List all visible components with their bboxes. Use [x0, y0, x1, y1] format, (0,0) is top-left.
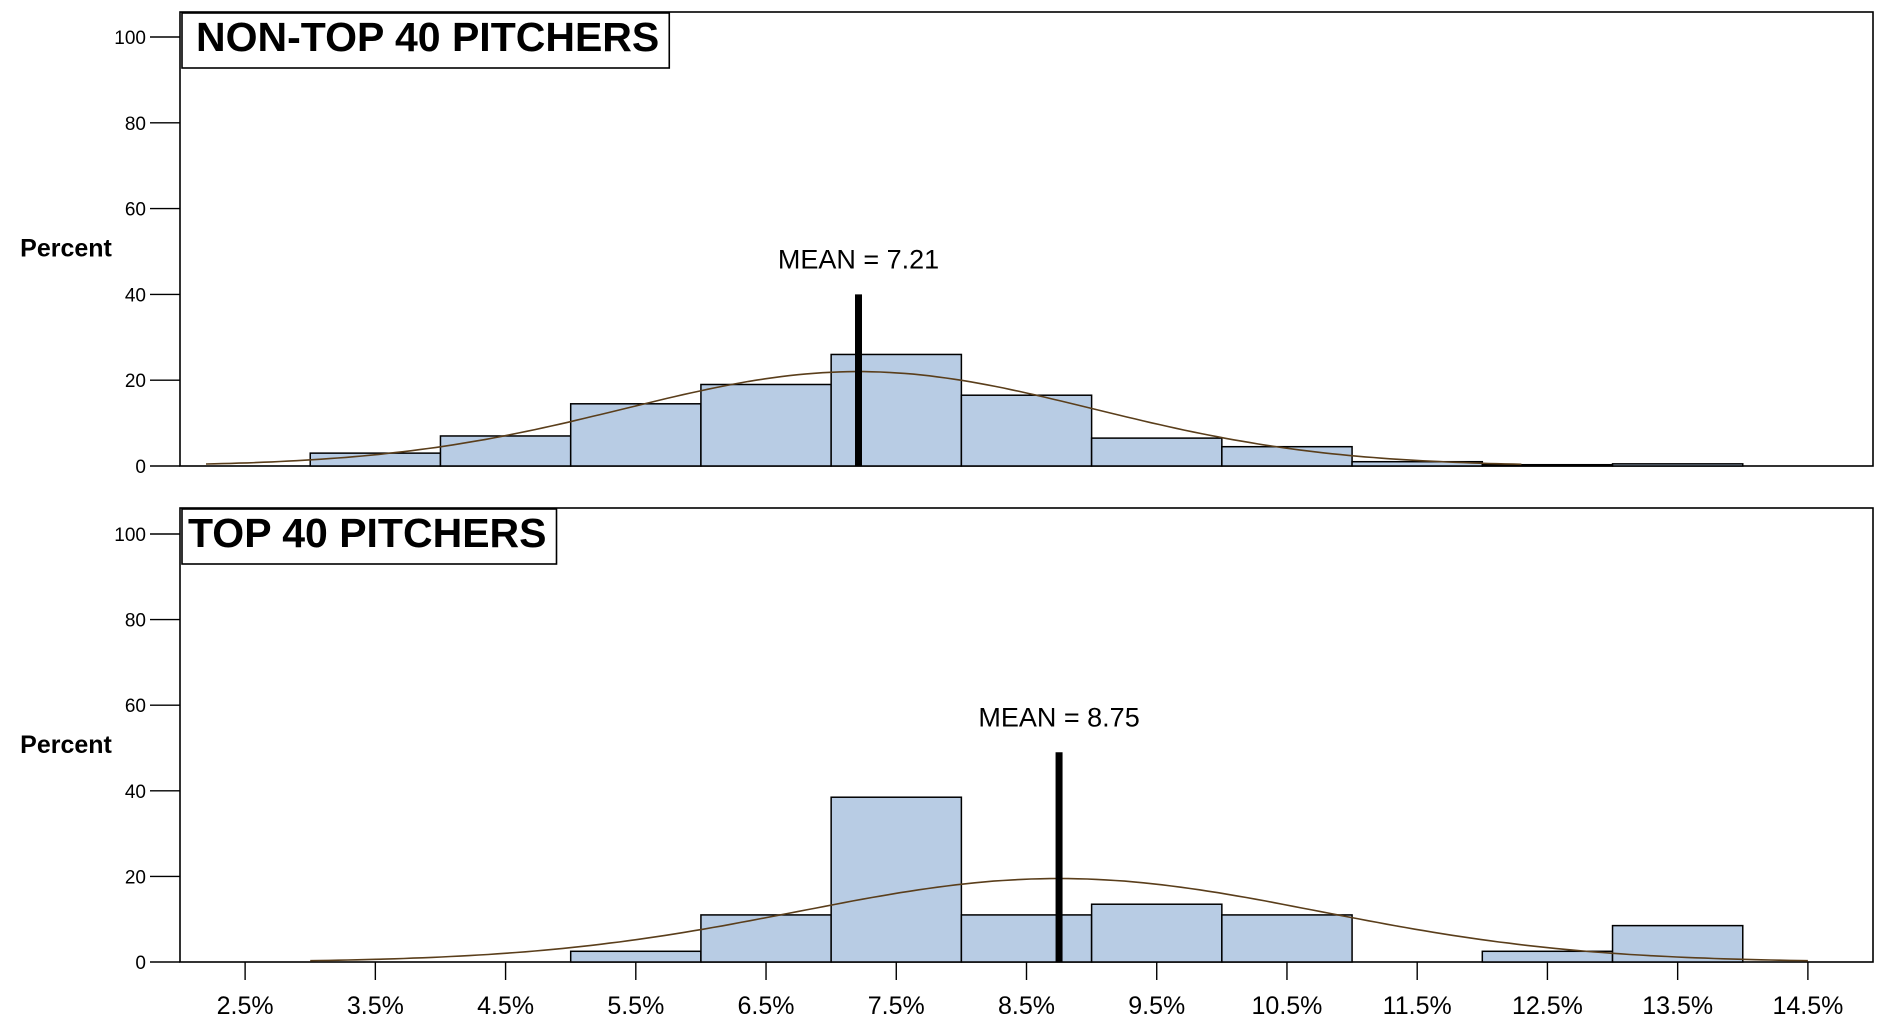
histogram-bar: [1221, 914, 1353, 963]
histogram-bar: [569, 403, 702, 467]
y-tick-label: 40: [125, 285, 146, 306]
x-tick-label: 9.5%: [1128, 992, 1185, 1020]
plot-frame-2: [179, 507, 1874, 963]
x-tick-label: 8.5%: [998, 992, 1055, 1020]
histogram-bar: [439, 435, 572, 467]
y-axis-label: Percent: [20, 235, 112, 263]
x-tick-label: 10.5%: [1252, 992, 1323, 1020]
histogram-bar: [700, 914, 832, 963]
x-tick-label: 6.5%: [738, 992, 795, 1020]
histogram-bar: [960, 394, 1093, 467]
histogram-bar: [569, 950, 702, 963]
y-tick-label: 20: [125, 867, 146, 888]
histogram-bar: [1481, 463, 1614, 467]
y-tick-label: 80: [125, 114, 146, 135]
histogram-bar: [960, 914, 1093, 963]
y-tick-label: 100: [114, 28, 146, 49]
histogram-bar: [1090, 903, 1223, 963]
histogram-bar: [1611, 463, 1744, 467]
histogram-bar: [1090, 437, 1223, 467]
x-tick-label: 5.5%: [607, 992, 664, 1020]
y-tick-label: 60: [125, 696, 146, 717]
panel-title-box: [181, 508, 558, 565]
mean-label: MEAN = 8.75: [978, 702, 1139, 732]
mean-label: MEAN = 7.21: [778, 244, 939, 274]
x-tick-label: 4.5%: [477, 992, 534, 1020]
y-tick-label: 80: [125, 611, 146, 632]
panel-title-box: [181, 12, 671, 69]
histogram-bar: [700, 383, 832, 467]
histogram-bar: [1221, 445, 1353, 467]
x-tick-label: 13.5%: [1642, 992, 1713, 1020]
y-axis-label: Percent: [20, 731, 112, 759]
y-tick-label: 100: [114, 525, 146, 546]
normal-density-curve: [205, 370, 1522, 466]
y-tick-label: 0: [135, 457, 146, 478]
y-tick-label: 20: [125, 371, 146, 392]
panel-title: NON-TOP 40 PITCHERS: [196, 14, 659, 60]
x-tick-label: 2.5%: [217, 992, 274, 1020]
y-tick-label: 60: [125, 200, 146, 221]
histogram-bar: [1611, 924, 1744, 963]
x-tick-label: 14.5%: [1772, 992, 1843, 1020]
y-tick-label: 40: [125, 782, 146, 803]
x-tick-label: 12.5%: [1512, 992, 1583, 1020]
y-tick-label: 0: [135, 953, 146, 974]
histogram-bar: [1481, 950, 1614, 963]
panel-title: TOP 40 PITCHERS: [188, 510, 547, 556]
x-tick-label: 11.5%: [1383, 992, 1452, 1020]
x-tick-label: 3.5%: [347, 992, 404, 1020]
x-tick-label: 7.5%: [868, 992, 925, 1020]
histogram-bar: [830, 796, 963, 963]
